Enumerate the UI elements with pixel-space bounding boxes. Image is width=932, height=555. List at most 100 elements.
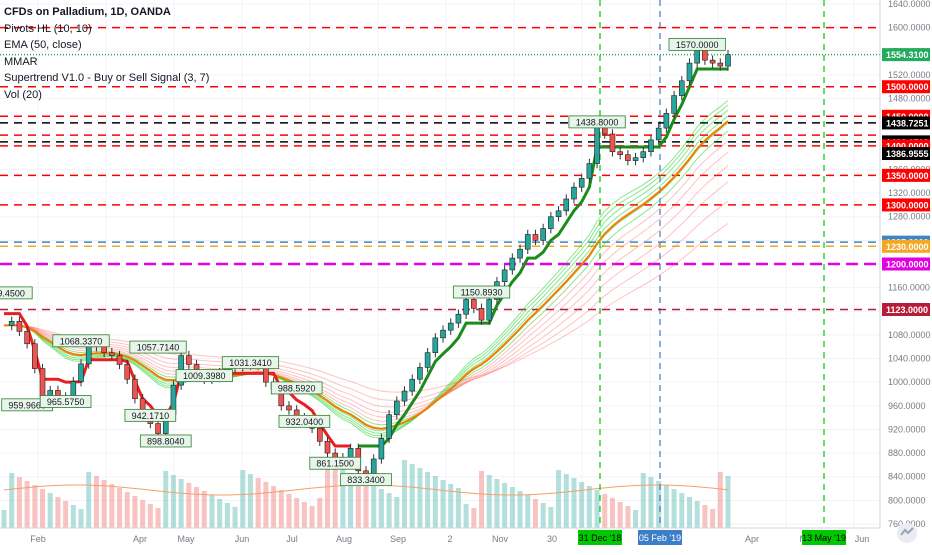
time-tick-label: Jul: [286, 534, 298, 544]
candle-body: [455, 313, 462, 324]
volume-bar: [609, 498, 615, 528]
candle: [686, 58, 693, 86]
candle-body: [424, 352, 431, 368]
candle: [124, 359, 131, 384]
tradingview-logo-icon[interactable]: [896, 522, 918, 544]
candle-body: [540, 228, 546, 241]
candle-body: [617, 151, 623, 155]
volume-bar: [440, 480, 446, 528]
legend-ema[interactable]: EMA (50, close): [4, 39, 82, 51]
price-tick-label: 1000.0000: [888, 377, 931, 387]
price-level-badge-text: 1300.0000: [886, 200, 929, 210]
supertrend-segment: [358, 67, 728, 448]
time-tick-label: Jun: [855, 534, 870, 544]
mmar-line: [3, 115, 729, 432]
price-tick-label: 1640.0000: [888, 0, 931, 9]
volume-bar: [78, 509, 84, 528]
date-marker-badge: 05 Feb '19: [638, 530, 682, 545]
volume-bar: [425, 472, 431, 528]
mmar-line: [3, 165, 729, 413]
candle-body: [101, 346, 107, 353]
candle: [447, 318, 454, 335]
candle-body: [109, 352, 115, 356]
legend-mmar[interactable]: MMAR: [4, 55, 38, 68]
volume-bar: [101, 480, 107, 528]
candle: [409, 374, 416, 396]
candle: [509, 253, 516, 275]
volume-bar: [109, 484, 115, 528]
volume-bar: [702, 505, 708, 528]
volume-bar: [656, 481, 662, 528]
date-marker-badge: 13 May '19: [802, 530, 846, 545]
volume-bar: [9, 473, 15, 528]
price-level-badge-text: 1554.3100: [886, 50, 929, 60]
candle: [578, 173, 585, 192]
legend-pivots[interactable]: Pivots HL (10, 10): [4, 22, 92, 35]
mmar-line: [3, 140, 729, 422]
candle: [401, 386, 408, 406]
volume-bar: [340, 469, 346, 528]
volume-bar: [417, 468, 423, 528]
price-level-badge-text: 1123.0000: [886, 305, 928, 315]
volume-bar: [271, 486, 277, 528]
volume-bar: [448, 484, 454, 528]
legend-supertrend[interactable]: Supertrend V1.0 - Buy or Sell Signal (3,…: [4, 72, 210, 84]
candle-body: [524, 234, 531, 250]
pivot-label: 1438.8000: [568, 115, 626, 129]
candle: [648, 135, 654, 157]
volume-bar: [93, 476, 99, 528]
pivot-label: 932.0400: [278, 414, 331, 428]
candle: [501, 265, 508, 287]
volume-bar: [24, 481, 30, 528]
candle-body: [625, 154, 631, 161]
date-marker-badge-text: 13 May '19: [802, 533, 846, 543]
candle-body: [440, 329, 446, 339]
legend: CFDs on Palladium, 1D, OANDA Pivots HL (…: [4, 4, 209, 103]
price-level-badge-box: [882, 48, 930, 62]
candle-body: [586, 163, 593, 179]
time-tick-label: Nov: [492, 534, 509, 544]
candle-body: [8, 321, 15, 326]
volume-bar: [201, 491, 207, 528]
candle-body: [394, 400, 400, 415]
volume-bar: [494, 479, 500, 528]
candles: [8, 40, 731, 484]
volume-bar: [294, 498, 300, 528]
candle: [432, 333, 439, 358]
price-level-badge: 1438.7251: [882, 116, 930, 130]
candle: [417, 362, 423, 384]
time-tick-label: May: [177, 534, 195, 544]
candle: [394, 396, 400, 420]
time-axis-bg: [0, 528, 932, 550]
mmar-line: [3, 109, 729, 434]
candle-body: [24, 331, 30, 345]
volume-bar: [717, 472, 723, 528]
candle-body: [655, 127, 662, 141]
legend-volume[interactable]: Vol (20): [4, 88, 42, 101]
mmar-line: [3, 223, 729, 393]
price-level-badge-text: 1500.0000: [886, 82, 929, 92]
mmar-line: [3, 130, 729, 426]
volume-bar: [509, 487, 515, 528]
pivot-label-text: 1438.8000: [576, 117, 619, 127]
volume-bar: [371, 485, 377, 528]
volume-bar: [63, 501, 69, 528]
candle: [532, 229, 539, 246]
price-level-badge-box: [882, 116, 930, 130]
price-level-badge-box: [882, 168, 930, 182]
pivot-label-text: 1057.7140: [137, 343, 180, 353]
volume-bar: [263, 482, 269, 528]
pivot-label: 1068.3370: [52, 334, 110, 348]
pivot-label-box: [221, 356, 280, 370]
volume-bar: [556, 470, 562, 528]
volume-bar: [255, 478, 261, 528]
supertrend: [4, 67, 728, 448]
pivot-label: 1057.7140: [129, 340, 187, 354]
candle: [671, 90, 677, 119]
volume-bar: [648, 477, 654, 528]
candle-body: [709, 59, 716, 64]
candle-body: [124, 364, 131, 380]
candle: [555, 206, 562, 222]
